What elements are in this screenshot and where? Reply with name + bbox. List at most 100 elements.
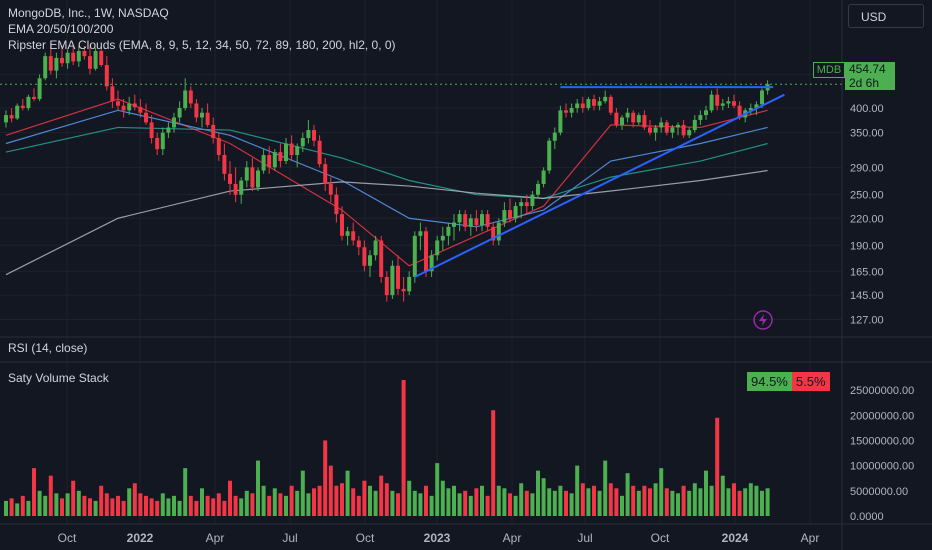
- candle-body: [328, 183, 333, 195]
- currency-selector[interactable]: USD: [848, 4, 924, 28]
- volume-bar: [99, 485, 104, 516]
- candle-body: [519, 202, 524, 207]
- candle-body: [60, 57, 64, 64]
- volume-bar: [121, 500, 126, 516]
- candle-body: [351, 231, 356, 241]
- volume-bar: [256, 460, 260, 516]
- volume-bar: [564, 490, 568, 516]
- volume-tick-label: 0.0000: [850, 511, 884, 523]
- candle-body: [575, 103, 580, 109]
- candle-body: [709, 94, 714, 111]
- volume-bar: [183, 468, 188, 516]
- volume-bar: [323, 440, 328, 516]
- time-tick-label: Apr: [503, 531, 522, 545]
- candle-body: [552, 132, 557, 141]
- last-price-value: 454.74: [849, 62, 886, 76]
- volume-bar: [620, 495, 624, 516]
- grid-lines: [0, 0, 842, 524]
- volume-bar: [188, 495, 193, 516]
- lightning-icon[interactable]: [753, 310, 773, 330]
- volume-bar: [43, 495, 48, 516]
- price-tick-label: 350.00: [850, 128, 884, 140]
- candle-body: [468, 218, 473, 227]
- volume-tick-label: 15000000.00: [850, 435, 914, 447]
- volume-bar: [289, 485, 294, 516]
- volume-bar: [474, 488, 479, 516]
- candle-body: [491, 226, 496, 241]
- volume-bar: [216, 493, 221, 516]
- volume-bar: [429, 495, 434, 516]
- volume-bar: [575, 465, 580, 516]
- candle-body: [446, 226, 451, 236]
- candle-body: [485, 214, 490, 227]
- candle-body: [239, 180, 244, 195]
- rsi-study-legend[interactable]: RSI (14, close): [8, 341, 88, 355]
- candle-body: [233, 183, 238, 195]
- volume-bar: [233, 495, 238, 516]
- volume-bar: [760, 490, 764, 516]
- volume-bar: [765, 488, 770, 516]
- volume-bar: [508, 493, 512, 516]
- buy-volume-percent: 94.5%: [747, 372, 792, 391]
- volume-bars: [4, 380, 770, 516]
- volume-bar: [676, 493, 680, 516]
- volume-bar: [48, 475, 53, 516]
- volume-bar: [648, 488, 652, 516]
- trendline: [414, 93, 785, 278]
- candle-body: [631, 112, 636, 123]
- time-tick-label: Apr: [801, 531, 820, 545]
- candle-body: [132, 103, 137, 108]
- price-axis-ticks: 480.00400.00350.00290.00250.00220.00190.…: [850, 69, 884, 326]
- candle-body: [536, 183, 540, 195]
- volume-ratio-badges: 94.5% 5.5%: [747, 372, 830, 391]
- volume-bar: [4, 500, 8, 516]
- candle-body: [625, 112, 630, 118]
- volume-study-legend[interactable]: Saty Volume Stack: [8, 371, 109, 385]
- volume-bar: [480, 485, 484, 516]
- last-price-badge: 454.74 2d 6h: [845, 62, 895, 90]
- volume-bar: [687, 490, 692, 516]
- candle-body: [48, 56, 53, 71]
- candle-body: [138, 107, 143, 113]
- candle-body: [424, 231, 428, 272]
- volume-bar: [250, 493, 255, 516]
- candle-body: [267, 155, 272, 168]
- volume-bar: [312, 488, 316, 516]
- candle-body: [99, 51, 104, 66]
- candles: [4, 46, 770, 302]
- time-tick-label: 2022: [127, 531, 154, 545]
- volume-bar: [698, 488, 703, 516]
- volume-bar: [144, 495, 148, 516]
- volume-bar: [127, 488, 132, 516]
- candle-body: [43, 56, 48, 79]
- volume-bar: [670, 490, 675, 516]
- candle-body: [312, 130, 316, 141]
- candle-body: [496, 222, 501, 241]
- volume-bar: [356, 495, 361, 516]
- ripster-study-legend[interactable]: Ripster EMA Clouds (EMA, 8, 9, 5, 12, 34…: [8, 38, 396, 52]
- volume-bar: [93, 500, 98, 516]
- volume-tick-label: 5000000.00: [850, 486, 908, 498]
- candle-body: [172, 117, 176, 128]
- candle-body: [144, 112, 148, 123]
- volume-bar: [502, 488, 507, 516]
- candle-body: [71, 52, 76, 62]
- candle-body: [222, 155, 227, 174]
- volume-bar: [468, 495, 473, 516]
- ema-study-legend[interactable]: EMA 20/50/100/200: [8, 22, 114, 36]
- candle-body: [205, 112, 210, 125]
- candle-body: [15, 105, 20, 119]
- volume-bar: [457, 493, 462, 516]
- volume-bar: [37, 490, 42, 516]
- candle-body: [452, 222, 456, 227]
- candle-body: [592, 99, 596, 106]
- volume-bar: [65, 493, 70, 516]
- price-tick-label: 165.00: [850, 266, 884, 278]
- volume-bar: [20, 495, 25, 516]
- candle-body: [127, 103, 132, 111]
- candle-body: [608, 96, 613, 113]
- volume-bar: [317, 485, 322, 516]
- volume-bar: [625, 473, 630, 516]
- candle-body: [116, 101, 120, 106]
